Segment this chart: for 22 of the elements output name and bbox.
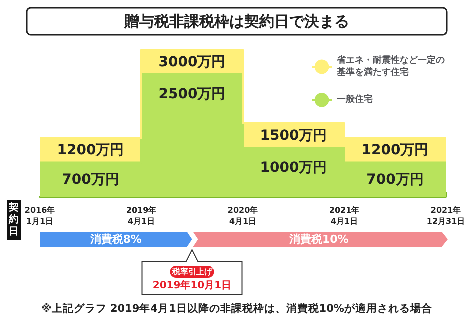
total-label: 1200万円 [362, 142, 429, 158]
data-label: 2500万円 [158, 86, 226, 102]
data-label: 700万円 [366, 172, 424, 188]
data-label: 700万円 [62, 172, 120, 188]
text: 消費税10% [288, 233, 349, 246]
text: 税率引上げ [171, 266, 214, 276]
data-label: 1000万円 [260, 160, 328, 176]
total-label: 3000万円 [158, 54, 226, 70]
text: ※上記グラフ 2019年4月1日以降の非課税枠は、消費税10%が適用される場合 [42, 302, 432, 315]
chart-title: 贈与税非課税枠は契約日で決まる [124, 12, 350, 30]
text: 2019年10月1日 [152, 280, 232, 292]
x-tick-label: 2021年 12月31日 [426, 206, 466, 226]
total-label: 1200万円 [57, 142, 124, 158]
x-tick-label: 2021年 4月1日 [329, 206, 360, 226]
x-tick-label: 2020年 4月1日 [228, 206, 258, 226]
legend-label: 省エネ・耐震性など一定の基準を満たす住宅 [336, 55, 445, 78]
x-tick-label: 2019年 4月1日 [126, 206, 157, 226]
legend-label: 一般住宅 [337, 94, 373, 106]
x-axis-title: 契約日 [8, 202, 19, 238]
text: 消費税8% [89, 233, 142, 246]
x-tick-label: 2016年 1月1日 [24, 206, 56, 226]
total-label: 1500万円 [260, 128, 328, 144]
